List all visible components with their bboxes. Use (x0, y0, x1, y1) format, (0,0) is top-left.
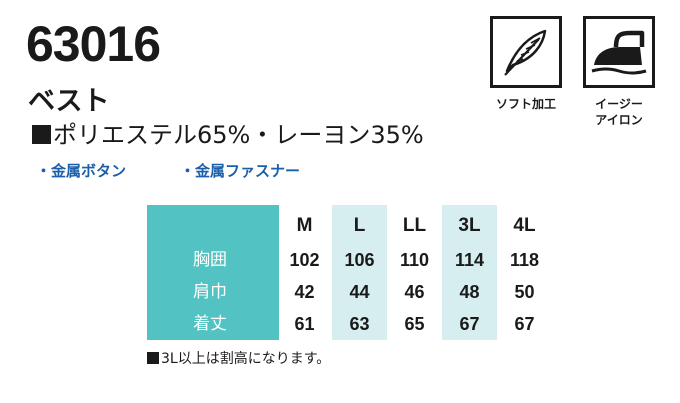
table-cell: 67 (459, 314, 480, 334)
size-header-3l: 3L (458, 215, 481, 236)
product-code: 63016 (26, 16, 161, 72)
table-cell: 102 (289, 250, 320, 270)
table-cell: 106 (344, 250, 375, 270)
row-label-length: 着丈 (193, 314, 227, 334)
square-bullet-icon (32, 125, 51, 144)
price-note-text: 3L以上は割高になります。 (161, 351, 331, 367)
size-header-ll: LL (402, 215, 427, 236)
size-column-highlight-3l (442, 205, 497, 340)
easy-iron-label-line1: イージー (595, 97, 643, 111)
table-cell: 48 (459, 282, 480, 302)
easy-iron-label: イージー アイロン (578, 96, 660, 128)
table-cell: 110 (399, 250, 430, 270)
feather-icon (504, 29, 547, 76)
square-bullet-icon (147, 352, 159, 364)
size-header-l: L (353, 215, 366, 236)
easy-iron-badge (583, 16, 655, 88)
feature-metal-buttons: ・金属ボタン (36, 162, 127, 180)
table-cell: 63 (349, 314, 370, 334)
table-cell: 67 (514, 314, 535, 334)
iron-icon (591, 30, 647, 75)
table-cell: 61 (294, 314, 315, 334)
product-name: ベスト (28, 86, 110, 117)
table-cell: 114 (454, 250, 485, 270)
feature-metal-zipper: ・金属ファスナー (180, 162, 301, 180)
soft-finish-badge (490, 16, 562, 88)
material-text: ポリエステル65%・レーヨン35% (53, 121, 424, 149)
row-label-chest: 胸囲 (193, 250, 227, 270)
table-cell: 46 (404, 282, 425, 302)
table-cell: 50 (514, 282, 535, 302)
size-column-highlight-l (332, 205, 387, 340)
table-cell: 44 (349, 282, 370, 302)
soft-finish-label: ソフト加工 (495, 97, 556, 111)
size-header-m: M (296, 215, 313, 236)
easy-iron-label-line2: アイロン (595, 113, 643, 127)
size-table-label-panel (147, 205, 279, 340)
material-line: ポリエステル65%・レーヨン35% (32, 120, 424, 150)
table-cell: 42 (294, 282, 315, 302)
row-label-shoulder: 肩巾 (193, 282, 227, 302)
size-header-4l: 4L (513, 215, 536, 236)
table-cell: 65 (404, 314, 425, 334)
table-cell: 118 (509, 250, 540, 270)
price-note: 3L以上は割高になります。 (147, 349, 330, 369)
